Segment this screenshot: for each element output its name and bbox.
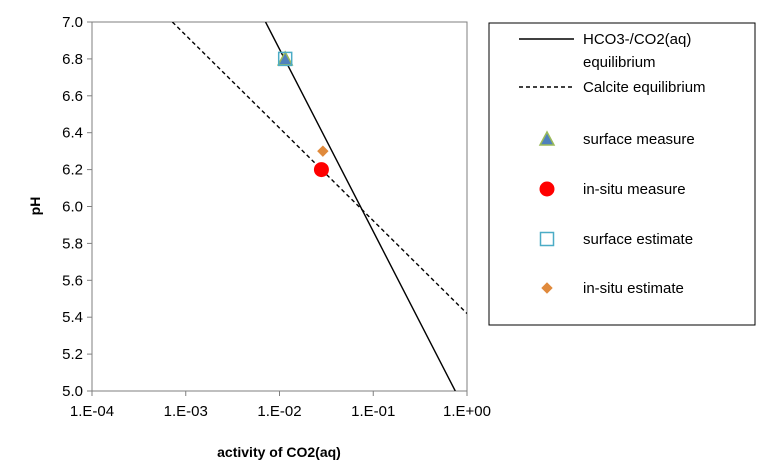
- x-tick-label: 1.E-03: [164, 403, 208, 420]
- y-tick-label: 6.0: [62, 199, 83, 216]
- in-situ-estimate-point: [317, 145, 329, 157]
- legend-label: Calcite equilibrium: [583, 79, 706, 96]
- y-tick-label: 6.4: [62, 125, 83, 142]
- y-tick-label: 5.8: [62, 235, 83, 252]
- legend-label: surface estimate: [583, 231, 693, 248]
- equilibrium-lines: [171, 22, 467, 391]
- plot-area: [91, 21, 468, 392]
- legend-marker-swatch: [539, 181, 555, 197]
- legend: HCO3-/CO2(aq) equilibrium Calcite equilibr…: [488, 22, 756, 326]
- x-tick-label: 1.E-01: [351, 403, 395, 420]
- legend-label: in-situ estimate: [583, 280, 684, 297]
- x-tick-label: 1.E+00: [443, 403, 491, 420]
- legend-label: surface measure: [583, 131, 695, 148]
- hco3-co2-equilibrium-line: [264, 22, 456, 391]
- legend-label: equilibrium: [583, 54, 656, 71]
- y-axis-title: pH: [27, 197, 43, 216]
- y-tick-label: 5.2: [62, 346, 83, 363]
- y-tick-label: 6.2: [62, 162, 83, 179]
- legend-label: HCO3-/CO2(aq): [583, 31, 691, 48]
- y-tick-label: 5.4: [62, 309, 83, 326]
- legend-marker-swatch: [538, 130, 556, 146]
- surface-estimate-point: [277, 51, 293, 67]
- legend-marker-swatch: [539, 231, 555, 247]
- x-axis: 1.E-04 1.E-03 1.E-02 1.E-01 1.E+00: [70, 391, 491, 420]
- y-tick-label: 7.0: [62, 14, 83, 31]
- data-markers: [276, 50, 329, 178]
- plot-frame: [91, 21, 468, 392]
- y-axis: 5.0 5.2 5.4 5.6 5.8 6.0 6.2 6.4 6.6 6.8 7.0: [62, 14, 92, 400]
- x-tick-label: 1.E-02: [257, 403, 301, 420]
- in-situ-measure-point: [313, 162, 329, 178]
- calcite-equilibrium-line: [171, 22, 467, 315]
- legend-marker-swatch: [541, 282, 553, 294]
- y-tick-label: 5.0: [62, 383, 83, 400]
- legend-label: in-situ measure: [583, 181, 686, 198]
- x-tick-label: 1.E-04: [70, 403, 114, 420]
- y-tick-label: 5.6: [62, 272, 83, 289]
- y-tick-label: 6.6: [62, 88, 83, 105]
- x-axis-title: activity of CO2(aq): [217, 444, 341, 460]
- y-tick-label: 6.8: [62, 51, 83, 68]
- legend-box: [488, 22, 756, 326]
